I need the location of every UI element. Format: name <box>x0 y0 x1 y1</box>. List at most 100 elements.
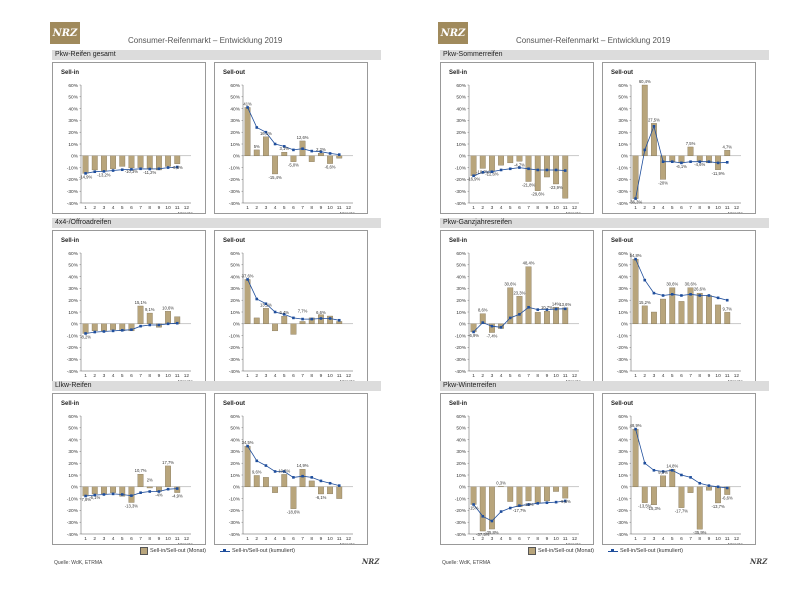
bar <box>641 84 648 156</box>
bar <box>119 155 126 167</box>
line-point <box>545 501 549 505</box>
bar <box>91 323 98 332</box>
bar <box>687 287 694 324</box>
line-point <box>716 161 720 165</box>
x-tick-label: 12 <box>346 205 352 211</box>
line-point <box>508 316 512 320</box>
y-tick-label: -30% <box>455 520 467 526</box>
x-tick-label: 11 <box>725 536 730 542</box>
x-tick-label: 5 <box>509 205 512 211</box>
y-tick-label: -20% <box>617 508 629 514</box>
y-tick-label: 30% <box>456 286 466 292</box>
x-tick-label: 8 <box>536 373 539 379</box>
line-point <box>634 197 637 200</box>
bar-legend-swatch <box>528 547 536 555</box>
line-point <box>166 166 170 169</box>
line-point <box>319 317 323 320</box>
bar <box>272 155 278 175</box>
line-point <box>255 459 259 463</box>
x-tick-label: 11 <box>175 373 180 379</box>
legend: Sell-in/Sell-out (Monat) Sell-in/Sell-ou… <box>140 547 295 555</box>
bar <box>101 486 107 495</box>
y-tick-label: 10% <box>456 142 466 148</box>
x-tick-label: 1 <box>634 536 637 542</box>
y-tick-label: -40% <box>455 201 467 207</box>
y-tick-label: 30% <box>68 286 78 292</box>
line-point <box>264 302 268 306</box>
line-point <box>707 160 711 163</box>
y-tick-label: 30% <box>456 449 466 455</box>
x-tick-label: 10 <box>715 205 721 211</box>
line-point <box>130 168 133 171</box>
y-tick-label: -40% <box>67 532 79 538</box>
y-tick-label: 0% <box>621 485 629 491</box>
data-label: 3,1% <box>279 146 289 151</box>
bar <box>544 311 550 324</box>
x-tick-label: 11 <box>725 205 730 211</box>
x-tick-label: 12 <box>184 536 190 542</box>
x-tick-label: 9 <box>158 536 161 542</box>
bar <box>146 155 153 170</box>
bar-legend-swatch <box>140 547 148 555</box>
section-title: Llkw-Reifen <box>52 381 381 391</box>
chart-svg: Sell-out 60% 50% 40% 30% 20% 10% 0% -10% -20% -30%… <box>223 401 355 544</box>
chart-winter-sell-in: Sell-in 60% 50% 40% 30% 20% 10% 0% -10% -20% -30% -… <box>440 393 594 545</box>
x-tick-label: 4 <box>112 373 115 379</box>
y-tick-label: 50% <box>618 263 628 269</box>
line-point <box>563 307 567 311</box>
y-tick-label: 20% <box>230 130 240 136</box>
x-tick-label: 3 <box>491 373 494 379</box>
bar <box>327 155 333 164</box>
data-label: 2% <box>147 477 153 482</box>
data-label: -23,9% <box>549 185 563 190</box>
data-label: 6,6% <box>316 310 326 315</box>
bar <box>336 155 343 159</box>
x-tick-label: 2 <box>255 205 258 211</box>
line-point <box>634 257 637 261</box>
x-tick-label: 10 <box>553 205 559 211</box>
x-axis-label: Monate <box>178 379 194 381</box>
y-tick-label: -10% <box>617 165 629 171</box>
y-tick-label: -10% <box>455 496 467 502</box>
bar <box>724 312 731 324</box>
chart-svg: Sell-out 60% 50% 40% 30% 20% 10% 0% -10% -20% -30%… <box>223 238 355 381</box>
x-tick-label: 1 <box>634 373 637 379</box>
data-label: 15,1% <box>135 300 147 305</box>
x-tick-label: 1 <box>472 536 475 542</box>
x-tick-label: 8 <box>698 205 701 211</box>
page-right: NRZ Consumer-Reifenmarkt – Entwicklung 2… <box>436 0 802 602</box>
data-label: 13,6% <box>559 302 571 307</box>
x-tick-label: 10 <box>165 205 171 211</box>
y-tick-label: 50% <box>230 95 240 101</box>
x-tick-label: 6 <box>680 373 683 379</box>
data-label: 26,6% <box>694 286 706 291</box>
line-point <box>536 502 540 505</box>
x-tick-label: 11 <box>563 205 568 211</box>
chart-title: Sell-out <box>223 70 245 76</box>
y-tick-label: 60% <box>68 414 78 420</box>
bar <box>110 486 116 493</box>
x-tick-label: 9 <box>546 205 549 211</box>
y-tick-label: 20% <box>68 298 78 304</box>
line-point <box>689 476 692 479</box>
data-label: -4,9% <box>172 494 183 499</box>
x-tick-label: 6 <box>680 205 683 211</box>
x-tick-label: 2 <box>643 373 646 379</box>
data-label: -36,3% <box>629 200 643 205</box>
x-tick-label: 4 <box>662 373 665 379</box>
data-label: 14% <box>552 301 561 306</box>
line-legend-swatch <box>607 549 618 552</box>
bar <box>290 323 297 335</box>
y-tick-label: -10% <box>455 333 467 339</box>
data-label: -17,7% <box>513 508 527 513</box>
chart-svg: Sell-in 60% 50% 40% 30% 20% 10% 0% -10% -20% -30% -… <box>449 401 581 544</box>
bar <box>165 155 171 167</box>
line-point <box>282 145 286 148</box>
line-point <box>120 493 124 496</box>
x-tick-label: 2 <box>93 373 96 379</box>
data-label: -15% <box>469 506 479 511</box>
line-point <box>301 474 304 478</box>
data-label: 8,6% <box>478 308 488 313</box>
x-tick-label: 11 <box>175 205 180 211</box>
data-label: -13,7% <box>711 504 725 509</box>
